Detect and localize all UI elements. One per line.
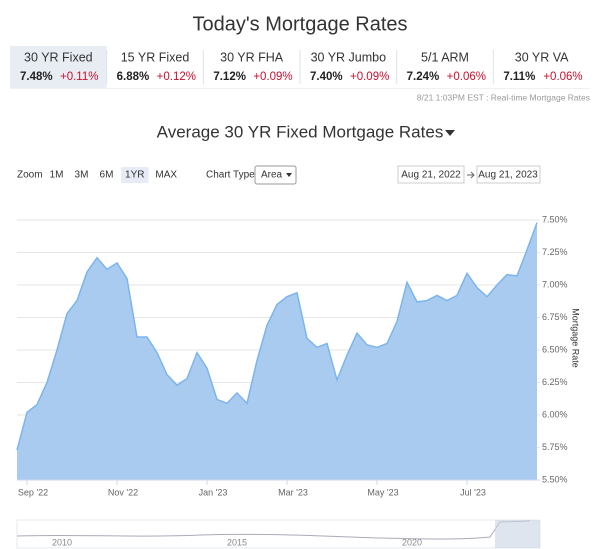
tab-rate: 7.48%	[20, 71, 53, 83]
timestamp: 8/21 1:03PM EST : Real-time Mortgage Rat…	[417, 92, 590, 102]
tab-rate: 7.40%	[310, 71, 343, 83]
tab-name: 30 YR Jumbo	[311, 50, 387, 64]
y-tick-label: 7.50%	[542, 214, 568, 224]
tab[interactable]	[300, 46, 397, 88]
y-tick-label: 6.25%	[542, 377, 568, 387]
navigator-label: 2010	[52, 537, 72, 547]
tab[interactable]	[106, 46, 204, 88]
tab[interactable]	[493, 46, 590, 88]
y-tick-label: 6.00%	[542, 409, 568, 419]
y-axis-title: Mortgage Rate	[571, 308, 581, 368]
tab-name: 15 YR Fixed	[121, 50, 190, 64]
navigator	[16, 519, 541, 549]
tab-name: 30 YR FHA	[220, 50, 284, 64]
zoom-button[interactable]: 1YR	[125, 170, 144, 181]
zoom-button[interactable]: 6M	[100, 170, 114, 181]
date-from-box[interactable]	[397, 165, 465, 184]
y-tick-label: 7.00%	[542, 279, 568, 289]
x-tick-label: Mar '23	[278, 487, 308, 497]
y-tick-label: 5.50%	[542, 474, 568, 484]
chart-type-value: Area	[261, 170, 283, 181]
x-tick-label: Sep '22	[18, 487, 48, 497]
select-arrow	[286, 173, 292, 177]
tab-change: +0.11%	[60, 71, 98, 83]
navigator-line	[16, 520, 531, 540]
navigator-label: 2020	[402, 537, 422, 547]
date-to-box[interactable]	[476, 165, 541, 184]
tab[interactable]	[203, 46, 300, 88]
chart-type-select[interactable]	[254, 165, 297, 185]
tab-change: +0.06%	[543, 71, 582, 83]
tab-name: 5/1 ARM	[421, 50, 469, 64]
area-fill	[17, 222, 537, 480]
tab-change: +0.09%	[350, 71, 389, 83]
tab-rate: 7.12%	[213, 71, 246, 83]
area-line	[16, 222, 538, 451]
x-tick-label: Nov '22	[108, 487, 138, 497]
tab-change: +0.06%	[447, 71, 486, 83]
tab-rate: 7.24%	[407, 71, 440, 83]
y-tick-label: 6.50%	[542, 344, 568, 354]
tab-name: 30 YR Fixed	[24, 50, 93, 64]
date-arrow	[467, 171, 475, 179]
chart-type-label: Chart Type	[206, 170, 255, 181]
zoom-button[interactable]: MAX	[155, 170, 177, 181]
tab-rate: 7.11%	[503, 71, 535, 83]
x-tick-label: Jul '23	[460, 487, 486, 497]
y-tick-label: 7.25%	[542, 247, 568, 257]
y-tick-label: 6.75%	[542, 312, 568, 322]
y-tick-label: 5.75%	[542, 442, 568, 452]
tab-rate: 6.88%	[117, 71, 150, 83]
zoom-label: Zoom	[17, 170, 43, 181]
navigator-label: 2015	[227, 537, 247, 547]
date-from: Aug 21, 2022	[401, 170, 461, 181]
zoom-active-bg	[121, 167, 149, 183]
tab-change: +0.12%	[157, 71, 196, 83]
x-tick-label: Jan '23	[199, 487, 228, 497]
tab-name: 30 YR VA	[515, 50, 569, 64]
zoom-button[interactable]: 1M	[50, 170, 64, 181]
tab[interactable]	[10, 46, 107, 88]
page-title: Today's Mortgage Rates	[192, 13, 407, 35]
tab-change: +0.09%	[253, 71, 292, 83]
tab[interactable]	[396, 46, 494, 88]
x-tick-label: May '23	[367, 487, 398, 497]
title-caret[interactable]	[445, 130, 455, 136]
zoom-button[interactable]: 3M	[75, 170, 89, 181]
chart-title: Average 30 YR Fixed Mortgage Rates	[157, 122, 444, 141]
date-to: Aug 21, 2023	[478, 170, 538, 181]
navigator-window[interactable]	[495, 520, 540, 548]
